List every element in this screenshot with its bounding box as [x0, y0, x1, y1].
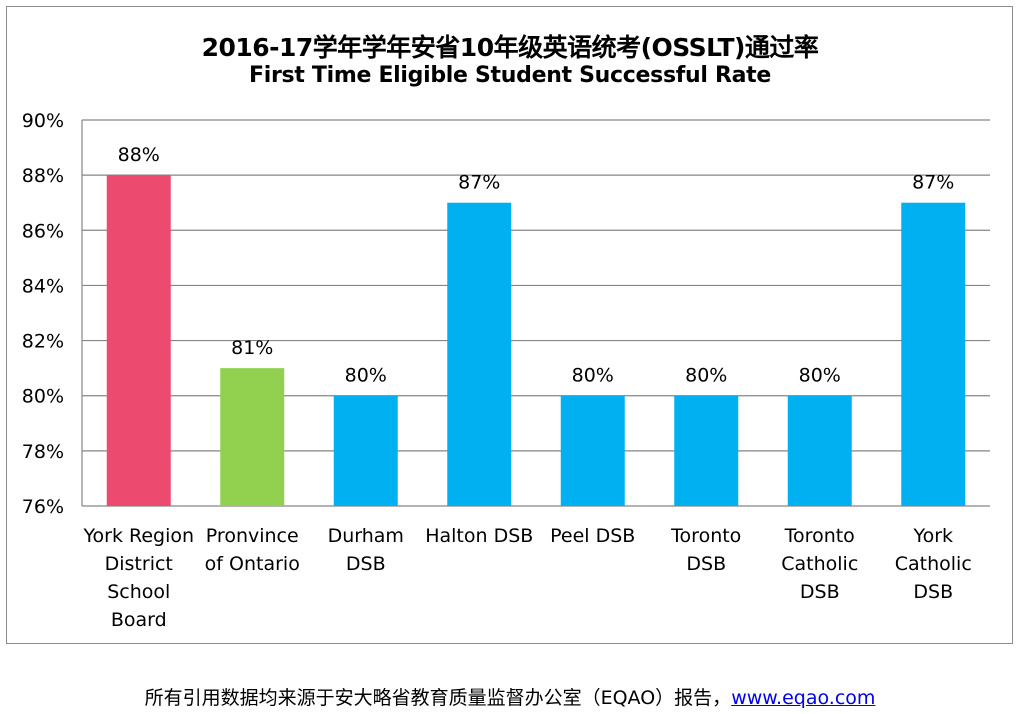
x-tick-label: Board: [111, 609, 167, 631]
data-label: 87%: [912, 172, 954, 194]
chart-subtitle: First Time Eligible Student Successful R…: [249, 63, 771, 88]
x-tick-label: DSB: [800, 581, 840, 603]
x-tick-label: of Ontario: [205, 553, 300, 575]
bar: [333, 395, 398, 506]
x-tick-label: Toronto: [670, 525, 741, 547]
x-tick-label: District: [105, 553, 173, 575]
bar-chart: 76% 78% 80% 82% 84% 86% 88% 90% 88% York Region Di…: [22, 110, 990, 631]
y-tick-label: 78%: [22, 441, 64, 463]
bar: [106, 175, 171, 506]
x-tick-label: Catholic: [781, 553, 858, 575]
y-tick-label: 82%: [22, 331, 64, 353]
source-link[interactable]: www.eqao.com: [731, 687, 876, 709]
bar: [447, 202, 512, 506]
x-tick-label: School: [107, 581, 170, 603]
source-text: 所有引用数据均来源于安大略省教育质量监督办公室（EQAO）报告，: [144, 687, 732, 709]
x-tick-label: Durham: [328, 525, 404, 547]
x-tick-label: DSB: [686, 553, 726, 575]
data-label: 80%: [345, 365, 387, 387]
y-tick-label: 88%: [22, 165, 64, 187]
x-tick-label: Toronto: [784, 525, 855, 547]
bar: [220, 368, 285, 506]
x-tick-label: Catholic: [895, 553, 972, 575]
y-tick-label: 80%: [22, 386, 64, 408]
data-label: 81%: [231, 337, 273, 359]
data-label: 80%: [685, 365, 727, 387]
y-tick-label: 84%: [22, 275, 64, 297]
x-tick-label: Peel DSB: [550, 525, 635, 547]
y-tick-label: 90%: [22, 110, 64, 132]
source-footer: 所有引用数据均来源于安大略省教育质量监督办公室（EQAO）报告，www.eqao…: [0, 683, 1020, 710]
x-tick-label: DSB: [346, 553, 386, 575]
data-label: 80%: [799, 365, 841, 387]
y-tick-label: 76%: [22, 496, 64, 518]
x-tick-label: Halton DSB: [425, 525, 533, 547]
data-label: 80%: [572, 365, 614, 387]
bar: [901, 202, 966, 506]
x-tick-label: DSB: [913, 581, 953, 603]
bar: [674, 395, 739, 506]
bar: [560, 395, 625, 506]
data-label: 88%: [118, 144, 160, 166]
x-tick-label: Pronvince: [206, 525, 299, 547]
x-tick-label: York: [912, 525, 953, 547]
x-tick-label: York Region: [82, 525, 194, 547]
y-tick-label: 86%: [22, 220, 64, 242]
data-label: 87%: [458, 172, 500, 194]
chart-title: 2016-17学年学年安省10年级英语统考(OSSLT)通过率: [201, 33, 819, 62]
bar: [787, 395, 852, 506]
